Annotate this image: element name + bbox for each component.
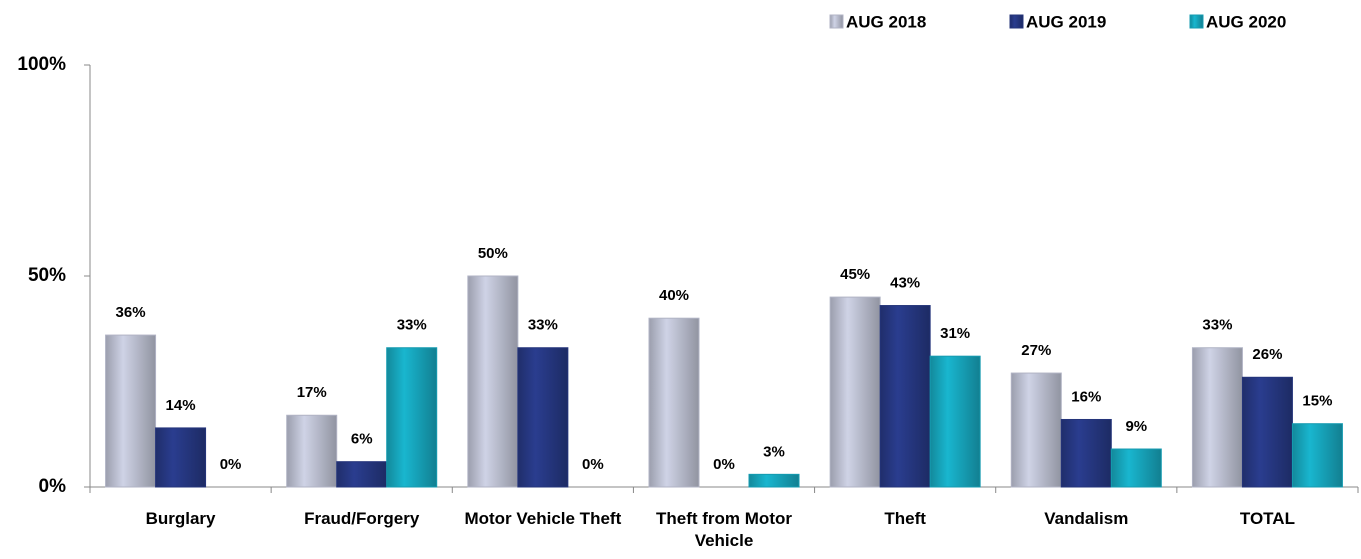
bar: [1191, 347, 1243, 488]
bar: [286, 414, 338, 488]
value-label: 33%: [1202, 317, 1232, 334]
value-label: 36%: [116, 304, 146, 321]
value-label: 50%: [478, 245, 508, 262]
value-label: 6%: [351, 431, 373, 448]
value-label: 0%: [220, 456, 242, 473]
y-tick-label: 100%: [17, 54, 66, 75]
value-label: 27%: [1021, 342, 1051, 359]
bar: [336, 461, 388, 488]
legend-swatch: [1009, 14, 1024, 29]
bar: [386, 347, 438, 488]
value-label: 31%: [940, 325, 970, 342]
value-label: 33%: [528, 317, 558, 334]
bar: [467, 275, 519, 488]
value-label: 33%: [397, 317, 427, 334]
value-label: 43%: [890, 275, 920, 292]
value-label: 15%: [1302, 393, 1332, 410]
value-label: 0%: [713, 456, 735, 473]
value-label: 16%: [1071, 388, 1101, 405]
x-tick-label: Theft from Motor Vehicle: [656, 509, 792, 550]
bar: [1010, 372, 1062, 488]
legend-swatch: [1189, 14, 1204, 29]
bar: [1241, 376, 1293, 488]
x-tick-label: TOTAL: [1239, 509, 1295, 528]
value-label: 26%: [1252, 346, 1282, 363]
value-label: 40%: [659, 287, 689, 304]
legend-label: AUG 2018: [846, 12, 926, 31]
bar: [1291, 423, 1343, 488]
y-tick-label: 50%: [28, 265, 66, 286]
x-tick-label: Burglary: [145, 509, 216, 528]
value-label: 17%: [297, 384, 327, 401]
bar: [829, 296, 881, 488]
value-label: 9%: [1125, 418, 1147, 435]
legend-label: AUG 2020: [1206, 12, 1286, 31]
legend-label: AUG 2019: [1026, 12, 1106, 31]
bar: [517, 347, 569, 488]
bar: [748, 473, 800, 488]
x-tick-label: Fraud/Forgery: [304, 509, 420, 528]
value-label: 45%: [840, 266, 870, 283]
legend-swatch: [829, 14, 844, 29]
bar: [929, 355, 981, 488]
value-label: 0%: [582, 456, 604, 473]
bar: [105, 334, 157, 488]
bar: [1060, 418, 1112, 488]
value-label: 3%: [763, 443, 785, 460]
value-label: 14%: [166, 397, 196, 414]
bar: [648, 317, 700, 488]
bar: [1110, 448, 1162, 488]
x-tick-label: Vandalism: [1044, 509, 1129, 528]
y-tick-label: 0%: [39, 476, 67, 497]
x-tick-label: Theft: [884, 509, 926, 528]
x-tick-label: Motor Vehicle Theft: [464, 509, 622, 528]
bar: [155, 427, 207, 488]
bar: [879, 305, 931, 488]
